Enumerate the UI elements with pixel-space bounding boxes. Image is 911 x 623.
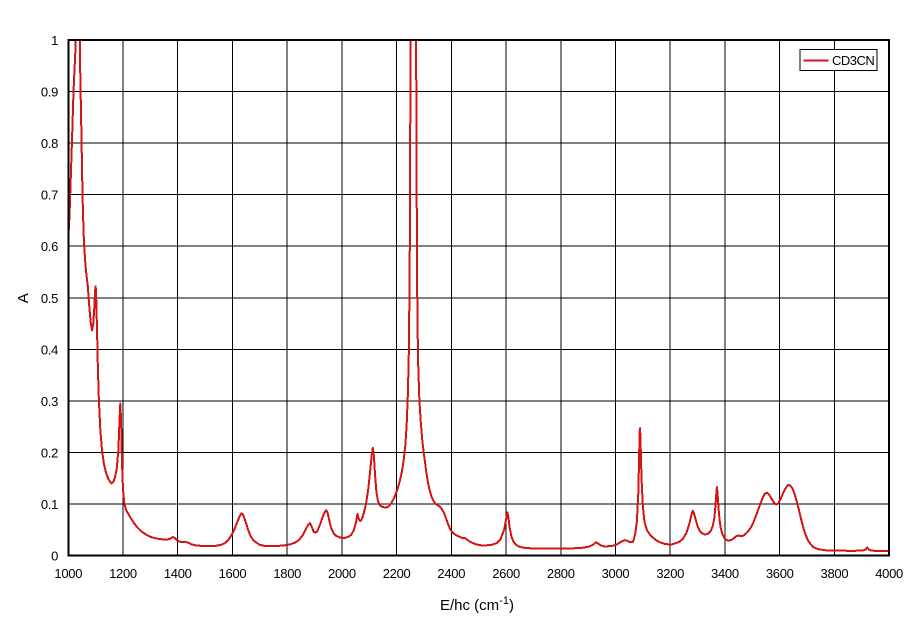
svg-text:0.1: 0.1 bbox=[41, 497, 58, 512]
svg-text:0.5: 0.5 bbox=[41, 291, 58, 306]
svg-text:0.8: 0.8 bbox=[41, 136, 58, 151]
svg-text:2600: 2600 bbox=[492, 566, 520, 581]
svg-text:1000: 1000 bbox=[54, 566, 82, 581]
svg-text:2000: 2000 bbox=[328, 566, 356, 581]
svg-text:CD3CN: CD3CN bbox=[832, 53, 874, 68]
svg-text:0.7: 0.7 bbox=[41, 188, 58, 203]
svg-text:0.9: 0.9 bbox=[41, 85, 58, 100]
svg-text:3400: 3400 bbox=[711, 566, 739, 581]
svg-text:3000: 3000 bbox=[602, 566, 630, 581]
svg-text:0.4: 0.4 bbox=[41, 342, 58, 357]
svg-text:3800: 3800 bbox=[821, 566, 849, 581]
svg-text:0.3: 0.3 bbox=[41, 394, 58, 409]
svg-text:0.2: 0.2 bbox=[41, 446, 58, 461]
svg-text:1200: 1200 bbox=[109, 566, 137, 581]
svg-text:1600: 1600 bbox=[219, 566, 247, 581]
svg-text:0: 0 bbox=[51, 549, 58, 564]
svg-text:E/hc (cm-1): E/hc (cm-1) bbox=[440, 595, 514, 614]
svg-text:4000: 4000 bbox=[875, 566, 903, 581]
svg-text:0.6: 0.6 bbox=[41, 239, 58, 254]
svg-text:1: 1 bbox=[51, 33, 58, 48]
svg-text:1400: 1400 bbox=[164, 566, 192, 581]
svg-text:2800: 2800 bbox=[547, 566, 575, 581]
svg-text:2200: 2200 bbox=[383, 566, 411, 581]
svg-text:3600: 3600 bbox=[766, 566, 794, 581]
svg-text:1800: 1800 bbox=[273, 566, 301, 581]
svg-text:2400: 2400 bbox=[437, 566, 465, 581]
svg-text:3200: 3200 bbox=[656, 566, 684, 581]
svg-text:A: A bbox=[15, 293, 32, 303]
